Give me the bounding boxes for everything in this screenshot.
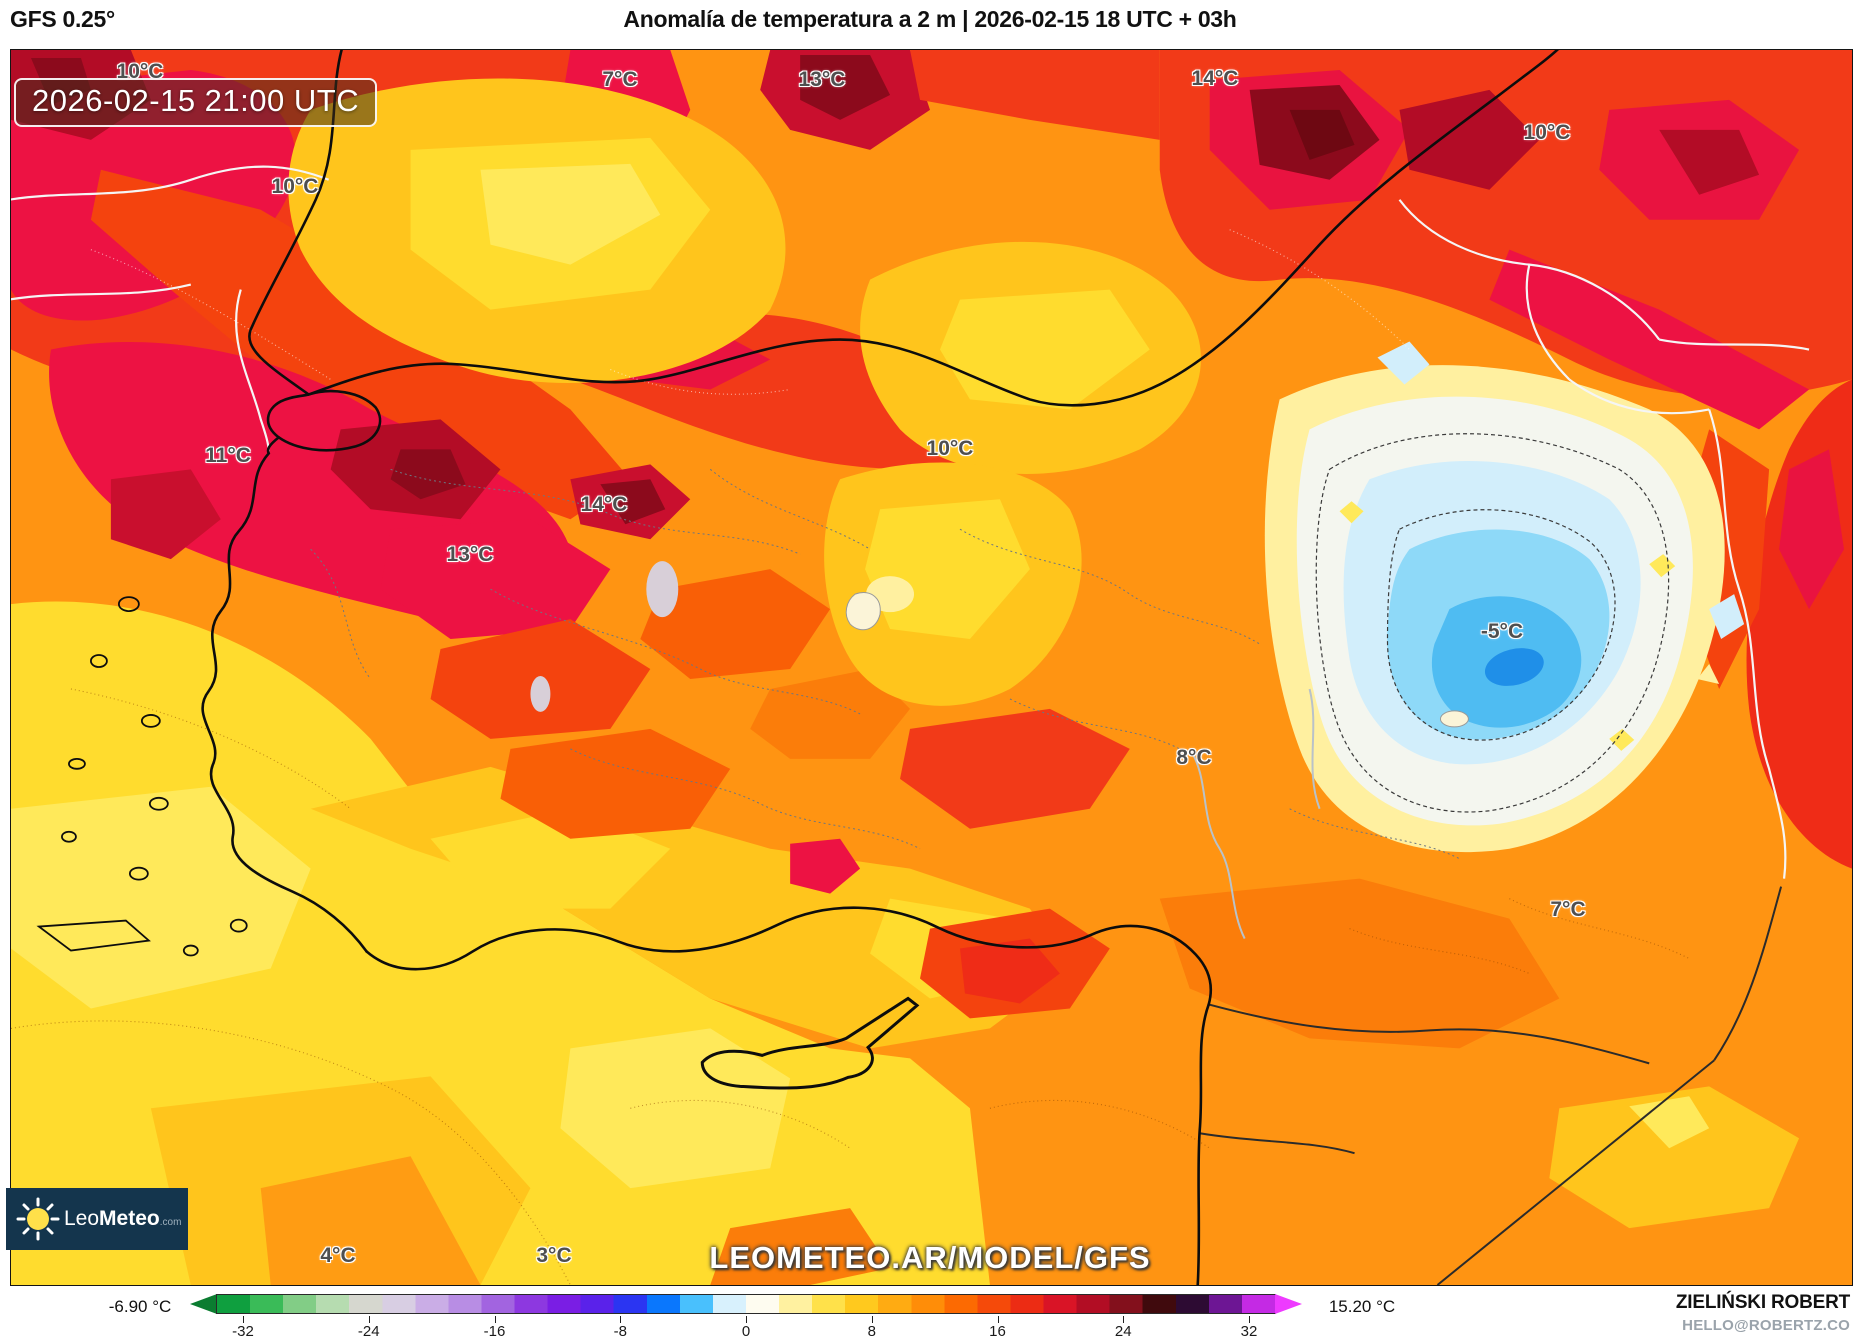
colorbar-tick-mark — [871, 1316, 873, 1323]
colorbar-tick-label: -24 — [357, 1323, 380, 1340]
marmara-sea-outline — [266, 389, 382, 452]
blacksea-north-coast — [307, 50, 1559, 407]
colorbar-tick-mark — [746, 1316, 747, 1323]
field-gold-top-center — [288, 78, 786, 383]
aegean-coast — [201, 436, 368, 953]
province-boundaries — [310, 468, 1460, 860]
colorbar-gradient — [216, 1294, 1276, 1314]
field-gold-se — [710, 1086, 1800, 1285]
colorbar-tick-mark — [997, 1316, 999, 1323]
colorbar-tick-label: 32 — [1240, 1323, 1258, 1340]
field-yellow-sw — [11, 601, 990, 1285]
colorbar-tick-label: 16 — [989, 1323, 1006, 1340]
colorbar-min-label: -6.90 °C — [108, 1297, 172, 1316]
colorbar-right-arrow — [1275, 1294, 1302, 1314]
field-center-patches — [430, 561, 1560, 1049]
crete-outline — [36, 919, 151, 952]
colorbar-tick-mark — [620, 1316, 622, 1323]
colorbar-tick-label: 0 — [741, 1323, 751, 1340]
colorbar-tick-mark — [1123, 1316, 1125, 1323]
anomaly-map — [10, 49, 1853, 1286]
colorbar-tick-label: -16 — [483, 1323, 506, 1340]
coastlines — [201, 50, 1559, 1285]
country-borders-dark — [1199, 886, 1783, 1285]
colorbar-tick-mark — [1249, 1316, 1250, 1323]
mediterranean-coast — [365, 906, 1213, 1006]
watermark: LEOMETEO.AR/MODEL/GFS — [709, 1240, 1151, 1275]
leometeo-logo: LeoMeteo.com — [6, 1188, 188, 1250]
field-red-east-edge — [1689, 379, 1852, 869]
colorbar-tick-mark — [243, 1316, 244, 1323]
model-label: GFS 0.25° — [10, 6, 115, 32]
contour-texture — [11, 229, 1690, 1285]
logo-text: LeoMeteo.com — [64, 1207, 182, 1230]
rivers — [1188, 688, 1321, 940]
cyprus-outline — [700, 996, 920, 1090]
field-gold-center — [824, 462, 1082, 706]
colorbar-left-arrow — [190, 1294, 217, 1314]
aegean-islands — [36, 596, 248, 957]
colorbar-tick-label: -8 — [613, 1323, 627, 1340]
timestamp-badge: 2026-02-15 21:00 UTC — [14, 78, 378, 127]
country-borders — [11, 165, 1810, 879]
colorbar-tick-mark — [494, 1316, 496, 1323]
colorbar-tick-label: 8 — [867, 1323, 876, 1340]
colorbar-tick-label: -32 — [232, 1323, 254, 1340]
page-title: Anomalía de temperatura a 2 m | 2026-02-… — [623, 6, 1237, 32]
colorbar-max-label: 15.20 °C — [1328, 1297, 1396, 1316]
colorbar-tick-label: 24 — [1114, 1323, 1132, 1340]
credit-name: ZIELIŃSKI ROBERT — [1675, 1292, 1850, 1313]
levant-coast — [1196, 1003, 1210, 1285]
lakes — [845, 592, 1469, 728]
colorbar — [190, 1294, 1302, 1314]
anomaly-map-svg — [11, 50, 1852, 1285]
colorbar-tick-mark — [368, 1316, 370, 1323]
field-gold-east-blacksea — [860, 241, 1201, 474]
field-reds-ne — [1159, 50, 1852, 430]
cold-anomaly-region — [1264, 341, 1745, 853]
credit-email: HELLO@ROBERTZ.CO — [1682, 1317, 1850, 1334]
sun-icon — [16, 1197, 60, 1241]
